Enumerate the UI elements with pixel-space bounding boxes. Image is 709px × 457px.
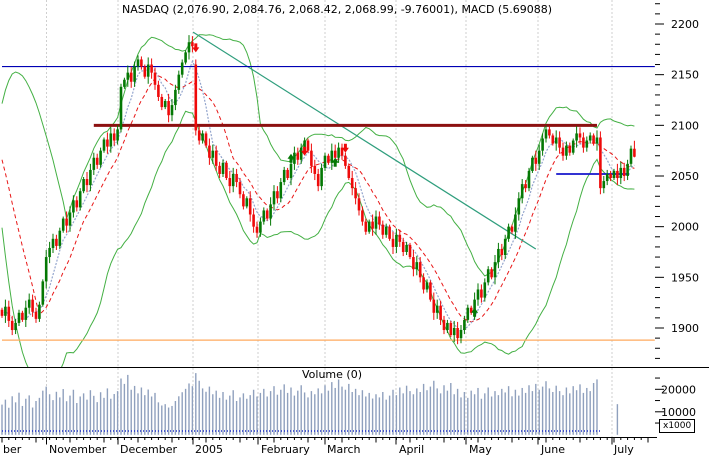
svg-text:2200: 2200 <box>671 18 699 31</box>
buy-arrow-icon <box>471 307 479 317</box>
svg-text:December: December <box>120 443 178 456</box>
svg-text:May: May <box>469 443 492 456</box>
fast-ma-line <box>1 59 635 332</box>
svg-text:ber: ber <box>3 443 22 456</box>
buy-arrow-icon <box>331 157 339 167</box>
buy-arrow-icon <box>287 153 295 163</box>
price-axis: 2200 2150 2100 2050 2000 1950 1900 <box>655 3 699 359</box>
volume-multiplier-label: x1000 <box>659 419 696 433</box>
svg-text:February: February <box>261 443 310 456</box>
svg-text:June: June <box>540 443 565 456</box>
svg-text:2005: 2005 <box>195 443 223 456</box>
slow-ma-line <box>1 75 635 323</box>
signal-markers <box>192 43 479 317</box>
svg-text:July: July <box>613 443 634 456</box>
svg-text:March: March <box>327 443 361 456</box>
svg-text:2000: 2000 <box>671 221 699 234</box>
sell-arrow-icon <box>301 146 309 156</box>
volume-axis: 20000 10000 <box>655 377 696 424</box>
price-pane <box>0 31 655 367</box>
svg-text:1950: 1950 <box>671 271 699 284</box>
svg-text:1900: 1900 <box>671 322 699 335</box>
sell-arrow-icon <box>192 43 200 53</box>
sell-arrow-icon <box>341 143 349 153</box>
lower-band-line <box>1 110 635 367</box>
downtrend-line <box>192 31 537 250</box>
svg-text:April: April <box>399 443 424 456</box>
svg-text:2100: 2100 <box>671 119 699 132</box>
volume-panel-label: Volume (0) <box>302 368 362 381</box>
svg-text:2050: 2050 <box>671 170 699 183</box>
time-axis: ber November December 2005 February March Apri… <box>1 437 649 456</box>
svg-text:2150: 2150 <box>671 69 699 82</box>
svg-text:20000: 20000 <box>661 383 696 396</box>
candles-layer <box>0 35 636 345</box>
chart-title: NASDAQ (2,076.90, 2,084.76, 2,068.42, 2,… <box>122 3 552 16</box>
svg-text:10000: 10000 <box>661 406 696 419</box>
svg-text:November: November <box>49 443 107 456</box>
volume-pane <box>1 373 619 435</box>
